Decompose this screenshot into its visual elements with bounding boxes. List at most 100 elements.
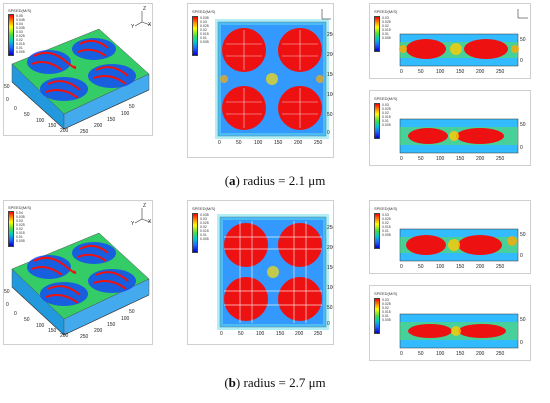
axis-letter-z: Z [143, 203, 147, 209]
tick-label: 150 [274, 140, 283, 146]
legend-value: 0.005 [382, 36, 391, 40]
tick-label: 50 [327, 305, 333, 311]
legend-values: 0.04 0.035 0.03 0.025 0.02 0.015 0.01 0.… [16, 211, 25, 243]
legend-value: 0.04 [16, 211, 23, 215]
tick-label: 200 [476, 351, 485, 357]
legend-value: 0.02 [382, 111, 389, 115]
legend-values: 0.03 0.025 0.02 0.015 0.01 0.005 [382, 16, 391, 40]
color-legend [374, 213, 380, 249]
caption-b: (b) radius = 2.7 μm [0, 375, 550, 391]
legend-value: 0.025 [382, 217, 391, 221]
legend-title: SPEED(M/S) [374, 9, 398, 14]
tick-label: 0 [400, 69, 403, 75]
legend-value: 0.03 [16, 30, 23, 34]
legend-value: 0.025 [16, 34, 25, 38]
tick-label: 50 [418, 351, 424, 357]
legend-value: 0.035 [200, 213, 209, 217]
tick-label: 100 [121, 111, 130, 117]
tick-label: 50 [129, 104, 135, 110]
color-legend [8, 14, 14, 56]
tick-label: 0 [520, 58, 523, 64]
tick-label: 150 [327, 265, 333, 271]
legend-value: 0.02 [382, 306, 389, 310]
tick-label: 100 [436, 69, 445, 75]
legend-values: 0.035 0.03 0.025 0.02 0.015 0.01 0.005 [200, 213, 209, 241]
legend-value: 0.03 [16, 219, 23, 223]
legend-value: 0.02 [382, 24, 389, 28]
legend-value: 0.005 [16, 50, 25, 54]
tick-label: 200 [295, 331, 304, 337]
tick-label: 200 [60, 128, 69, 134]
caption-text: radius = 2.7 μm [240, 375, 326, 390]
color-legend [8, 211, 14, 247]
color-legend [192, 213, 198, 253]
legend-value: 0.03 [382, 16, 389, 20]
axis-letter-y: Y [131, 221, 135, 227]
tick-label: 250 [80, 334, 89, 340]
legend-title: SPEED(M/S) [192, 206, 216, 211]
tick-label: 100 [256, 331, 265, 337]
tick-label: 150 [456, 351, 465, 357]
axis-triad [517, 9, 528, 19]
tick-label: 50 [520, 317, 526, 323]
tick-label: 200 [60, 333, 69, 339]
side-plot-a2 [399, 118, 519, 154]
top-plot-b [217, 214, 329, 330]
tick-label: 200 [327, 52, 333, 58]
tick-label: 50 [520, 122, 526, 128]
legend-value: 0.01 [16, 235, 23, 239]
legend-value: 0.005 [382, 318, 391, 322]
legend-value: 0.05 [16, 14, 23, 18]
caption-a: (a) radius = 2.1 μm [0, 173, 550, 189]
caption-close-paren: ) [235, 375, 241, 390]
tick-label: 100 [327, 92, 333, 98]
tick-label: 150 [48, 328, 57, 334]
tick-label: 50 [418, 69, 424, 75]
tick-label: 50 [238, 331, 244, 337]
iso-view-a: SPEED(M/S) 0.05 0.045 0.04 0.035 0.03 0.… [3, 3, 153, 136]
legend-value: 0.02 [200, 225, 207, 229]
legend-value: 0.01 [200, 233, 207, 237]
tick-label: 100 [254, 140, 263, 146]
tick-label: 50 [236, 140, 242, 146]
tick-label: 0 [6, 97, 9, 103]
axis-letter-y: Y [131, 24, 135, 30]
legend-value: 0.01 [382, 32, 389, 36]
tick-label: 50 [24, 317, 30, 323]
tick-label: 200 [476, 69, 485, 75]
legend-value: 0.035 [200, 16, 209, 20]
legend-value: 0.03 [200, 20, 207, 24]
tick-label: 200 [327, 245, 333, 251]
color-legend [374, 298, 380, 334]
legend-value: 0.04 [16, 22, 23, 26]
tick-label: 0 [520, 145, 523, 151]
tick-label: 0 [6, 302, 9, 308]
legend-value: 0.01 [200, 36, 207, 40]
legend-value: 0.03 [382, 103, 389, 107]
color-legend [374, 103, 380, 139]
tick-label: 200 [294, 140, 303, 146]
legend-value: 0.015 [16, 42, 25, 46]
tick-label: 150 [456, 156, 465, 162]
legend-value: 0.025 [200, 221, 209, 225]
caption-close-paren: ) [235, 173, 240, 188]
iso-view-b: SPEED(M/S) 0.04 0.035 0.03 0.025 0.02 0.… [3, 200, 153, 345]
legend-value: 0.005 [200, 40, 209, 44]
caption-letter: a [229, 173, 236, 188]
tick-label: 100 [36, 118, 45, 124]
legend-title: SPEED(M/S) [8, 205, 32, 210]
legend-value: 0.01 [382, 229, 389, 233]
tick-label: 100 [121, 316, 130, 322]
legend-values: 0.03 0.025 0.02 0.015 0.01 0.005 [382, 103, 391, 127]
tick-label: 0 [400, 156, 403, 162]
tick-label: 150 [276, 331, 285, 337]
legend-value: 0.02 [16, 227, 23, 231]
tick-label: 250 [314, 331, 323, 337]
legend-values: 0.035 0.03 0.025 0.02 0.015 0.01 0.005 [200, 16, 209, 44]
tick-label: 0 [220, 331, 223, 337]
tick-label: 150 [456, 264, 465, 270]
axis-triad [134, 208, 151, 224]
side-view-b2: SPEED(M/S) 0.03 0.025 0.02 0.015 0.01 0.… [369, 285, 531, 361]
legend-value: 0.03 [200, 217, 207, 221]
caption-letter: b [228, 375, 236, 390]
